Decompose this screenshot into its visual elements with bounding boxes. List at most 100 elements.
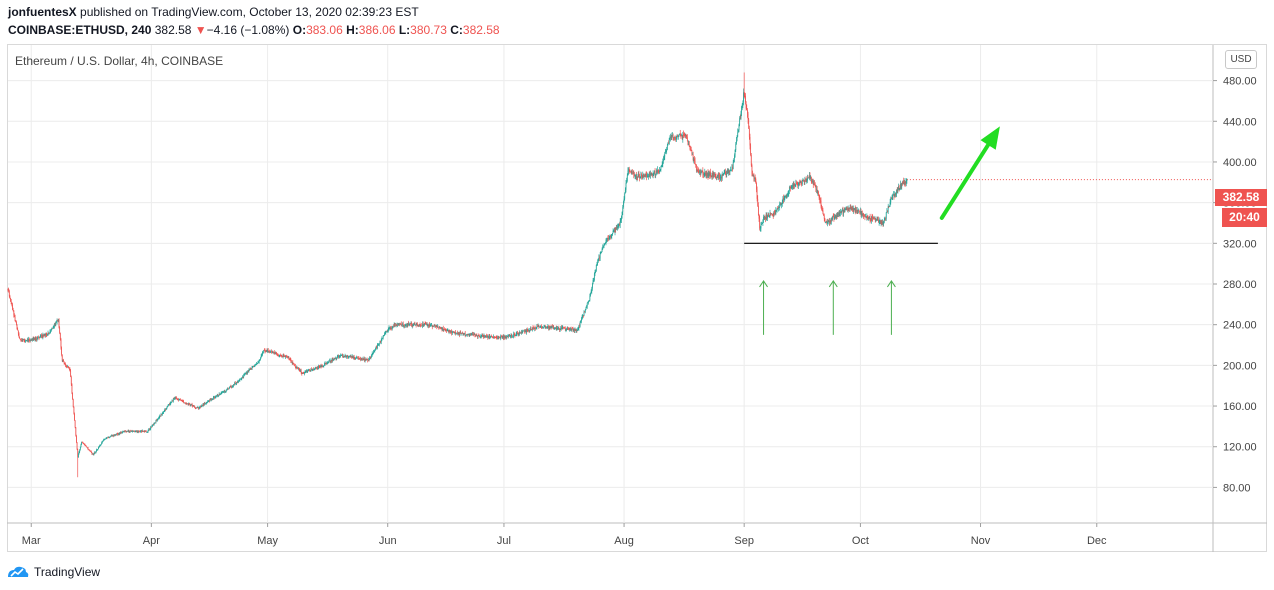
candle-body [794, 184, 796, 186]
candle-body [719, 177, 721, 179]
candle-body [79, 446, 81, 450]
candle-body [32, 338, 33, 340]
candle-body [729, 170, 731, 172]
candle-body [218, 395, 219, 397]
candle-body [655, 173, 657, 175]
candle-body [726, 169, 728, 174]
candle-body [680, 135, 682, 136]
candle-body [792, 185, 794, 187]
candle-body [202, 403, 204, 406]
candle-body [519, 332, 520, 335]
candle-body [433, 326, 434, 327]
currency-button[interactable]: USD [1225, 50, 1257, 69]
candle-body [77, 453, 79, 458]
candle-body [195, 407, 197, 409]
price-tick-label: 320.00 [1223, 238, 1257, 250]
candle-body [645, 174, 647, 176]
candle-body [174, 398, 176, 399]
candle-body [513, 333, 515, 337]
candle-body [717, 174, 719, 178]
candle-body [520, 332, 522, 334]
candle-body [30, 340, 32, 341]
candle-body [689, 146, 691, 149]
candle-body [268, 351, 270, 353]
candle-body [615, 227, 617, 230]
candle-body [279, 355, 281, 356]
candle-body [774, 211, 775, 213]
candle-body [126, 431, 128, 432]
candle-body [541, 327, 543, 329]
candle-body [584, 309, 586, 312]
candle-body [715, 176, 717, 178]
candle-body [135, 430, 137, 432]
candle-body [407, 323, 409, 325]
candle-body [211, 398, 212, 400]
candle-body [245, 372, 247, 374]
time-tick-label: Jul [497, 535, 511, 547]
candle-body [587, 302, 589, 304]
candle-body [113, 435, 115, 437]
candle-body [705, 172, 706, 176]
candle-body [149, 429, 150, 431]
candle-body [343, 356, 345, 357]
candle-body [349, 356, 351, 358]
candle-body [254, 364, 256, 366]
candle-body [309, 370, 311, 372]
candle-body [335, 358, 336, 359]
candle-body [15, 321, 17, 322]
candle-body [391, 328, 393, 329]
candle-body [446, 330, 447, 332]
candle-body [899, 188, 901, 190]
candle-body [440, 328, 442, 329]
author-name[interactable]: jonfuentesX [8, 5, 77, 19]
candle-body [619, 221, 621, 225]
candle-body [895, 193, 897, 195]
candle-body [506, 336, 508, 338]
time-tick-label: Sep [734, 535, 754, 547]
candle-body [657, 170, 659, 172]
candle-body [377, 344, 379, 346]
candle-body [340, 355, 341, 357]
candle-body [637, 177, 639, 179]
candle-body [749, 137, 751, 146]
candle-body [750, 154, 752, 166]
candle-body [247, 371, 248, 374]
candle-body [785, 195, 787, 197]
candle-body [97, 449, 99, 450]
price-tick-label: 400.00 [1223, 157, 1257, 169]
candle-body [548, 327, 550, 329]
candle-body [728, 171, 730, 172]
candle-body [138, 430, 140, 432]
candle-body [590, 293, 591, 296]
candle-body [156, 419, 158, 421]
candle-body [81, 441, 83, 445]
candle-body [231, 386, 233, 388]
candle-body [320, 365, 322, 367]
tradingview-brand[interactable]: TradingView [6, 563, 100, 581]
candle-body [702, 171, 704, 174]
candle-body [625, 183, 627, 190]
candle-body [848, 207, 850, 209]
candle-body [379, 340, 381, 344]
candle-body [285, 356, 287, 358]
candle-body [871, 216, 873, 218]
candle-body [844, 209, 846, 213]
candle-body [205, 403, 207, 405]
candle-body [169, 404, 170, 406]
candle-body [158, 418, 159, 420]
candle-body [662, 160, 664, 165]
candle-body [442, 328, 444, 331]
candle-body [493, 336, 495, 338]
candle-body [157, 418, 159, 420]
candle-body [408, 323, 410, 325]
candle-body [632, 172, 633, 174]
candle-body [448, 330, 449, 332]
candle-body [558, 327, 560, 330]
candle-body [838, 213, 839, 215]
high-value: 386.06 [358, 23, 396, 37]
candle-body [313, 368, 315, 371]
candle-body [503, 335, 505, 338]
candle-body [570, 328, 572, 330]
candle-body [466, 334, 468, 335]
